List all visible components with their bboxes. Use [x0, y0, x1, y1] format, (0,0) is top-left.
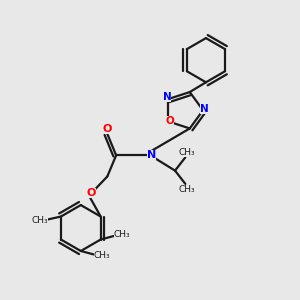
- Text: O: O: [166, 116, 174, 127]
- Text: CH₃: CH₃: [114, 230, 130, 239]
- Text: N: N: [163, 92, 171, 102]
- Text: CH₃: CH₃: [94, 251, 111, 260]
- Text: N: N: [147, 150, 156, 160]
- Text: CH₃: CH₃: [31, 217, 48, 226]
- Text: CH₃: CH₃: [178, 148, 195, 157]
- Text: O: O: [103, 124, 112, 134]
- Text: CH₃: CH₃: [178, 185, 195, 194]
- Text: N: N: [200, 104, 209, 114]
- Text: O: O: [86, 188, 96, 198]
